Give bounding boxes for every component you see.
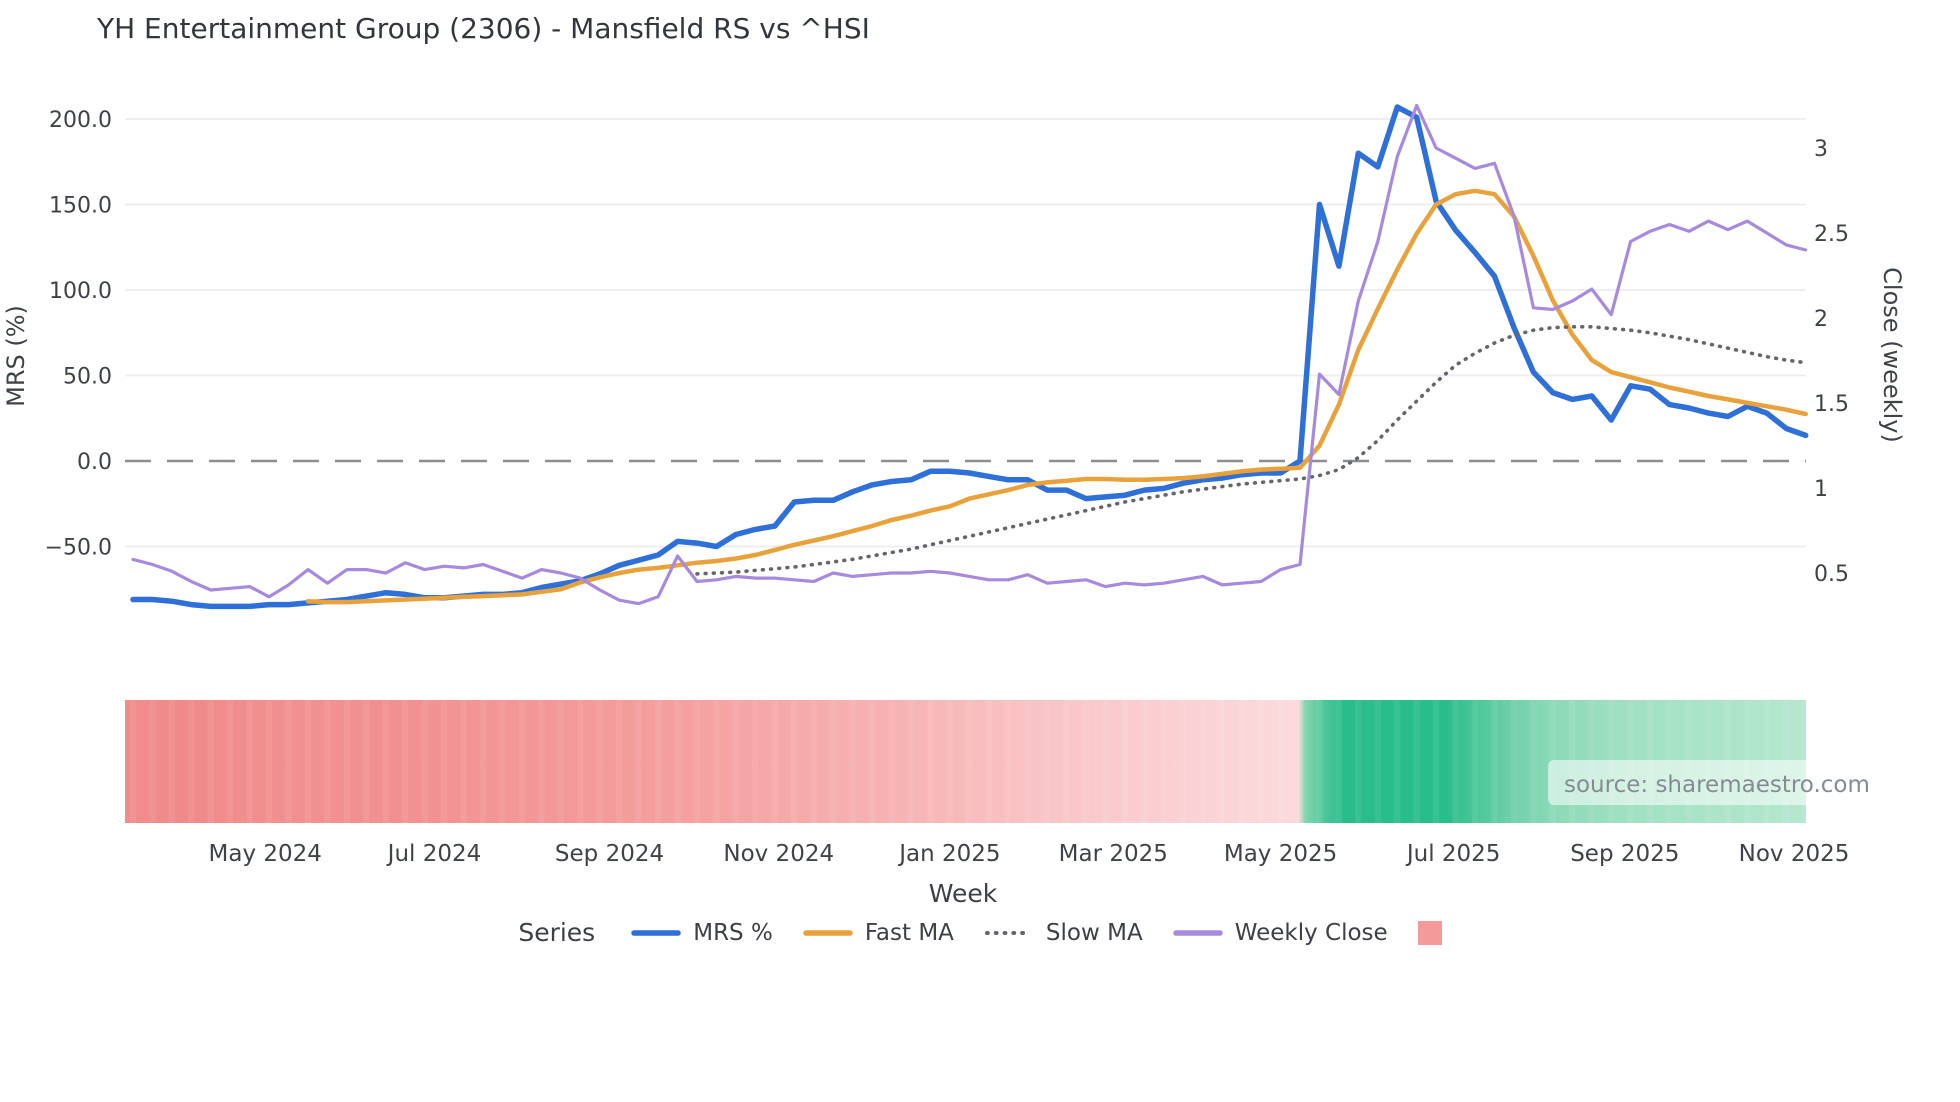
legend-title: Series <box>518 918 596 947</box>
legend-swatch-line <box>803 929 853 936</box>
left-tick-label: 0.0 <box>77 450 112 475</box>
legend-items: MRS % Fast MA Slow MA Weekly Close <box>631 919 1442 946</box>
legend-swatch-square <box>1417 920 1442 945</box>
x-tick-label: Sep 2025 <box>1570 841 1679 867</box>
right-tick-label: 3 <box>1814 137 1828 162</box>
right-tick-label: 2 <box>1814 307 1828 332</box>
x-tick-label: Nov 2025 <box>1739 841 1850 867</box>
left-tick-label: 50.0 <box>63 365 112 390</box>
legend-item-mrs-: MRS % <box>631 920 773 946</box>
legend-swatch-line <box>631 929 681 936</box>
heat-band-columns <box>125 700 1806 823</box>
legend-swatch-line <box>984 930 1033 935</box>
x-tick-label: May 2025 <box>1224 841 1337 867</box>
series-line-mrs- <box>130 104 1809 610</box>
right-tick-label: 1.5 <box>1814 392 1849 417</box>
legend: Series MRS % Fast MA Slow MA Weekly Close <box>0 918 1960 947</box>
legend-item-label: MRS % <box>693 919 773 946</box>
x-tick-label: Jul 2025 <box>1405 841 1501 867</box>
right-axis-title: Close (weekly) <box>1878 267 1906 443</box>
legend-item-label: Slow MA <box>1045 919 1143 946</box>
x-tick-label: Mar 2025 <box>1059 841 1168 867</box>
x-tick-label: Jan 2025 <box>897 841 1000 867</box>
x-tick-label: May 2024 <box>209 841 322 867</box>
gridlines-layer <box>125 118 1806 548</box>
x-tick-label: Jul 2024 <box>386 841 482 867</box>
series-line-weekly-close <box>131 103 1808 606</box>
source-note-text: source: sharemaestro.com <box>1564 772 1870 798</box>
right-tick-label: 2.5 <box>1814 222 1849 247</box>
right-tick-label: 1 <box>1814 477 1828 502</box>
legend-swatch-line <box>1172 929 1223 936</box>
left-tick-label: 100.0 <box>49 279 112 304</box>
legend-item-band <box>1417 920 1442 945</box>
source-note: source: sharemaestro.com <box>1548 760 1896 805</box>
axis-ticks-layer: 200.0 150.0 100.0 50.0 0.0 −50.0 3 2.5 2 1.5 1 0.5 M… <box>45 108 1850 867</box>
left-tick-label: −50.0 <box>45 536 112 561</box>
legend-item-label: Weekly Close <box>1234 919 1388 946</box>
series-line-fast-ma <box>305 188 1808 605</box>
x-tick-label: Nov 2024 <box>723 841 834 867</box>
chart-title: YH Entertainment Group (2306) - Mansfiel… <box>96 12 870 45</box>
legend-item-label: Fast MA <box>864 919 954 946</box>
left-tick-label: 150.0 <box>49 194 112 219</box>
legend-item-slow-ma: Slow MA <box>984 920 1143 946</box>
legend-item-fast-ma: Fast MA <box>803 920 954 946</box>
x-axis-title: Week <box>929 879 998 908</box>
left-tick-label: 200.0 <box>49 108 112 133</box>
right-tick-label: 0.5 <box>1814 562 1849 587</box>
series-lines-layer <box>130 103 1809 610</box>
legend-item-weekly-close: Weekly Close <box>1172 919 1388 946</box>
heat-band-layer <box>125 700 1806 823</box>
left-axis-title: MRS (%) <box>2 305 30 407</box>
series-line-slow-ma <box>695 325 1808 576</box>
x-tick-label: Sep 2024 <box>555 841 664 867</box>
source-note-box <box>1548 760 1896 805</box>
